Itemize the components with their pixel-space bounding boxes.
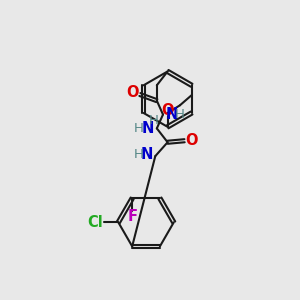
Text: N: N — [141, 147, 153, 162]
Text: H: H — [134, 122, 144, 135]
Text: N: N — [141, 121, 154, 136]
Text: O: O — [161, 103, 174, 118]
Text: O: O — [185, 133, 198, 148]
Text: O: O — [127, 85, 139, 100]
Text: Cl: Cl — [87, 215, 103, 230]
Text: H: H — [175, 108, 185, 121]
Text: H: H — [149, 114, 159, 127]
Text: F: F — [127, 209, 137, 224]
Text: N: N — [165, 107, 178, 122]
Text: H: H — [134, 148, 143, 161]
